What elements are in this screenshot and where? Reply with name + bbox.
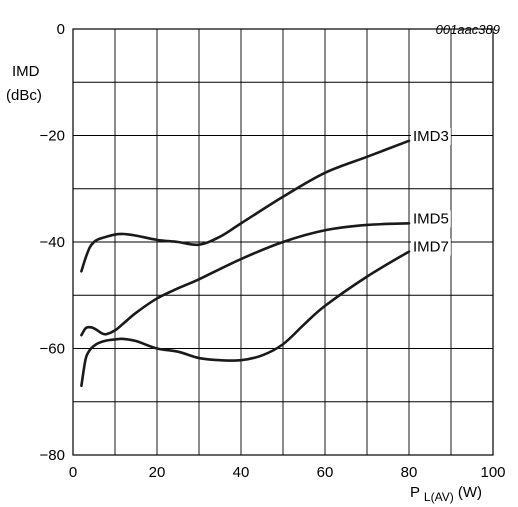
y-tick-label: −60 — [40, 341, 65, 358]
series-line-imd7 — [80, 250, 411, 388]
x-tick-label: 60 — [317, 464, 334, 481]
x-axis-label-main: P — [410, 484, 420, 501]
y-tick-label: 0 — [57, 21, 65, 38]
series-label-imd7: IMD7 — [413, 239, 449, 256]
series-label-background — [411, 238, 451, 256]
series-label-background — [411, 127, 451, 145]
tick-labels: 0 20 40 60 80 100 0 −20 −40 −60 −80 — [40, 21, 506, 481]
x-tick-label: 100 — [480, 464, 505, 481]
x-axis-label-subscript: L(AV) — [424, 490, 454, 504]
series-labels: IMD3 IMD5 IMD7 — [411, 127, 451, 256]
y-tick-label: −40 — [40, 234, 65, 251]
x-axis-label-unit: (W) — [458, 484, 482, 501]
y-axis-label-line2: (dBc) — [6, 87, 42, 104]
y-tick-label: −20 — [40, 128, 65, 145]
x-tick-label: 20 — [149, 464, 166, 481]
x-tick-label: 40 — [233, 464, 250, 481]
series-label-imd5: IMD5 — [413, 210, 449, 227]
y-axis-label-line1: IMD — [12, 63, 40, 80]
x-axis-label: P L(AV) (W) — [410, 484, 482, 505]
x-tick-label: 0 — [69, 464, 77, 481]
series-line-imd3 — [80, 139, 411, 273]
figure-code: 001aac389 — [436, 22, 500, 37]
x-tick-label: 80 — [401, 464, 418, 481]
series-label-background — [411, 210, 451, 228]
series-label-imd3: IMD3 — [413, 128, 449, 145]
series-curves — [80, 139, 411, 388]
y-tick-label: −80 — [40, 447, 65, 464]
series-line-imd5 — [80, 222, 411, 337]
plot-frame — [72, 28, 494, 456]
